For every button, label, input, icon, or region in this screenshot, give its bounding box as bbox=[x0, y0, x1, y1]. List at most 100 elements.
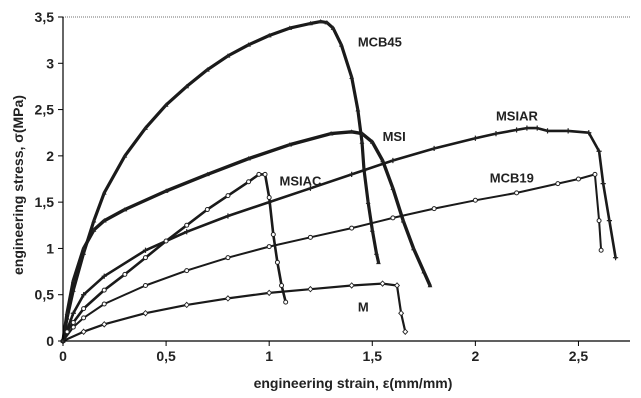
series-line-mcb45 bbox=[61, 20, 381, 343]
data-point-msiac bbox=[142, 255, 148, 261]
data-point-msi bbox=[64, 310, 70, 316]
data-point-msiar bbox=[307, 185, 314, 191]
data-point-msi bbox=[421, 268, 427, 274]
data-point-mcb45 bbox=[246, 42, 251, 47]
y-tick-label: 3 bbox=[46, 55, 54, 71]
x-tick-label: 0 bbox=[59, 348, 67, 364]
data-point-mcb19 bbox=[596, 218, 602, 224]
data-point-msiar bbox=[349, 171, 355, 177]
data-point-mcb45 bbox=[266, 32, 272, 38]
data-point-msiar bbox=[606, 218, 612, 224]
data-point-msi bbox=[369, 139, 375, 144]
data-point-mcb19 bbox=[431, 206, 437, 212]
data-point-mcb19 bbox=[575, 176, 581, 182]
x-axis-title: engineering strain, ε(mm/mm) bbox=[254, 375, 453, 391]
y-tick-label: 3,5 bbox=[35, 9, 55, 25]
series-label-mcb19: MCB19 bbox=[490, 171, 534, 186]
data-point-msi bbox=[70, 278, 76, 283]
series-mcb19 bbox=[60, 171, 604, 344]
data-point-mcb45 bbox=[376, 259, 381, 265]
data-point-mcb19 bbox=[514, 190, 520, 196]
data-point-msiar bbox=[565, 128, 571, 134]
data-point-m bbox=[379, 280, 386, 287]
data-point-msiac bbox=[101, 287, 107, 293]
data-point-msi bbox=[380, 157, 385, 163]
series-line-msiar bbox=[61, 126, 617, 343]
data-point-mcb45 bbox=[369, 227, 375, 232]
data-point-msiar bbox=[101, 273, 107, 279]
data-point-msi bbox=[400, 218, 406, 223]
y-tick-label: 1 bbox=[46, 240, 54, 256]
data-point-mcb45 bbox=[324, 19, 330, 25]
data-point-mcb19 bbox=[598, 247, 604, 253]
data-point-mcb45 bbox=[308, 20, 313, 26]
data-point-msiac bbox=[225, 193, 231, 199]
y-tick-label: 0 bbox=[46, 333, 54, 349]
series-label-mcb45: MCB45 bbox=[358, 35, 402, 50]
data-point-msiac bbox=[122, 271, 128, 277]
y-tick-label: 2 bbox=[46, 148, 54, 164]
data-point-mcb45 bbox=[101, 190, 107, 195]
data-point-msiar bbox=[70, 310, 76, 316]
series-msi bbox=[60, 129, 433, 343]
data-point-mcb19 bbox=[142, 282, 148, 288]
x-tick-label: 2,5 bbox=[569, 348, 589, 364]
series-label-msiac: MSIAC bbox=[279, 173, 322, 188]
data-point-mcb19 bbox=[307, 234, 313, 240]
data-point-m bbox=[266, 289, 273, 297]
data-point-msiac bbox=[270, 232, 276, 238]
data-point-msi bbox=[411, 245, 416, 251]
data-point-msiar bbox=[534, 125, 540, 131]
data-point-msi bbox=[328, 131, 334, 136]
data-point-m bbox=[398, 309, 405, 317]
series-line-m bbox=[61, 282, 407, 343]
series-label-m: M bbox=[358, 299, 369, 314]
series-label-msiar: MSIAR bbox=[496, 109, 539, 124]
data-point-m bbox=[224, 295, 231, 302]
data-point-mcb45 bbox=[330, 25, 336, 30]
data-point-msiar bbox=[544, 128, 551, 134]
data-point-mcb45 bbox=[355, 106, 361, 112]
data-point-msi bbox=[359, 131, 365, 136]
data-point-msi bbox=[349, 129, 355, 134]
series-line-msiac bbox=[61, 173, 287, 343]
data-point-msi bbox=[204, 171, 210, 177]
data-point-mcb19 bbox=[266, 244, 272, 250]
data-point-mcb19 bbox=[555, 181, 561, 187]
series-label-msi: MSI bbox=[383, 129, 406, 144]
data-point-msiar bbox=[81, 292, 87, 298]
data-point-msiar bbox=[586, 130, 592, 136]
data-point-msiac bbox=[256, 171, 262, 177]
x-tick-label: 0,5 bbox=[156, 348, 176, 364]
data-point-msiac bbox=[64, 329, 70, 335]
data-point-mcb19 bbox=[349, 225, 355, 231]
data-point-mcb45 bbox=[143, 125, 148, 130]
x-tick-label: 1,5 bbox=[363, 348, 383, 364]
data-point-mcb45 bbox=[184, 83, 190, 89]
data-point-msi bbox=[101, 218, 107, 223]
data-point-msiac bbox=[184, 222, 190, 228]
data-point-msiar bbox=[524, 125, 530, 131]
data-point-mcb19 bbox=[225, 255, 231, 261]
data-point-mcb45 bbox=[287, 25, 293, 30]
data-point-m bbox=[394, 282, 401, 289]
data-point-msi bbox=[427, 282, 433, 288]
data-point-msiac bbox=[204, 207, 210, 213]
data-point-m bbox=[101, 321, 108, 328]
data-point-msiac bbox=[266, 195, 272, 201]
y-tick-label: 0,5 bbox=[35, 287, 55, 303]
data-point-msiar bbox=[225, 213, 231, 219]
data-point-msiar bbox=[493, 131, 499, 137]
data-point-m bbox=[348, 282, 355, 289]
data-point-msiar bbox=[431, 145, 437, 152]
labels-layer: MCB45 MSI MSIAR MCB19 MSIAC M bbox=[279, 35, 538, 315]
data-point-mcb19 bbox=[472, 197, 478, 203]
data-point-mcb19 bbox=[101, 301, 107, 307]
data-point-mcb45 bbox=[373, 250, 379, 255]
data-point-msi bbox=[287, 142, 293, 147]
data-point-mcb45 bbox=[225, 53, 231, 58]
data-point-msiar bbox=[596, 148, 602, 154]
data-point-mcb19 bbox=[81, 315, 87, 321]
data-point-msi bbox=[163, 188, 169, 193]
